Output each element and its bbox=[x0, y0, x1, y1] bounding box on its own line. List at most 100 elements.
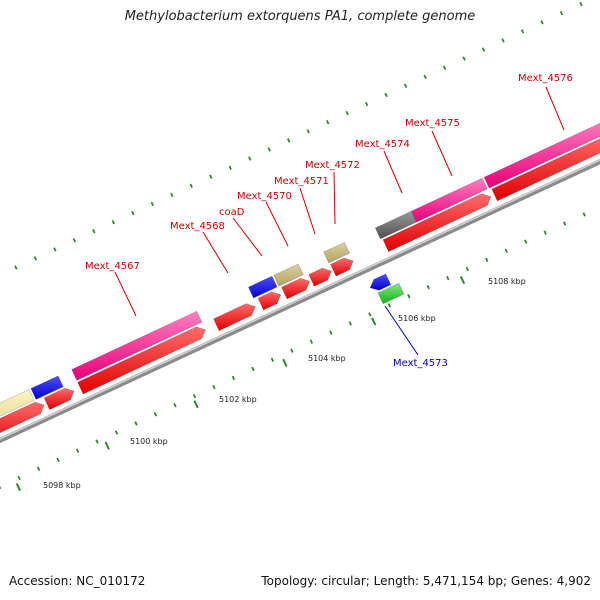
label-leader-line bbox=[545, 86, 565, 131]
scale-tick bbox=[465, 266, 469, 272]
cds-forward-mext-4576[interactable] bbox=[491, 134, 600, 202]
scale-tick bbox=[446, 275, 450, 281]
scale-tick bbox=[150, 201, 154, 207]
scale-tick bbox=[423, 74, 427, 79]
scale-tick bbox=[348, 321, 353, 326]
scale-label-5102: 5102 kbp bbox=[219, 395, 257, 404]
scale-tick bbox=[540, 20, 544, 25]
scale-tick bbox=[134, 421, 138, 426]
gene-feature-khaki-4570[interactable] bbox=[273, 263, 304, 287]
label-leader-line bbox=[383, 150, 403, 194]
scale-tick-major bbox=[193, 400, 199, 409]
map-title: Methylobacterium extorquens PA1, complet… bbox=[124, 9, 476, 24]
scale-tick bbox=[407, 294, 411, 299]
gene-feature-pale[interactable] bbox=[0, 389, 35, 433]
scale-tick bbox=[345, 110, 349, 116]
scale-label-5108: 5108 kbp bbox=[488, 277, 526, 286]
cds-reverse-mext-4573[interactable] bbox=[377, 282, 405, 305]
scale-tick bbox=[309, 339, 314, 344]
scale-tick bbox=[426, 284, 430, 290]
scale-tick bbox=[189, 183, 193, 188]
cds-forward-mext-4570[interactable] bbox=[281, 277, 311, 300]
scale-tick bbox=[111, 219, 115, 225]
cds-forward-mext-4574[interactable] bbox=[382, 193, 492, 252]
gene-label-mext-4575[interactable]: Mext_4575 bbox=[405, 118, 460, 129]
scale-label-5098: 5098 kbp bbox=[43, 481, 81, 490]
scale-tick bbox=[504, 248, 508, 253]
cds-forward-coad[interactable] bbox=[257, 291, 282, 311]
label-leader-line bbox=[202, 231, 229, 274]
scale-tick bbox=[481, 47, 486, 52]
scale-tick bbox=[173, 403, 177, 408]
gene-label-mext-4567[interactable]: Mext_4567 bbox=[85, 261, 140, 272]
scale-tick bbox=[387, 303, 391, 308]
scale-tick bbox=[442, 65, 447, 70]
scale-tick bbox=[267, 147, 271, 152]
scale-tick bbox=[326, 120, 330, 125]
gene-label-mext-4574[interactable]: Mext_4574 bbox=[355, 139, 410, 150]
scale-tick bbox=[231, 375, 236, 381]
label-leader-line bbox=[299, 187, 316, 235]
gene-feature-blue-coad[interactable] bbox=[248, 275, 278, 299]
scale-tick bbox=[290, 348, 294, 353]
cds-forward-mext-4572[interactable] bbox=[330, 257, 354, 277]
scale-tick bbox=[462, 56, 466, 61]
scale-tick bbox=[329, 330, 333, 335]
gene-label-mext-4576[interactable]: Mext_4576 bbox=[518, 73, 573, 84]
scale-tick bbox=[384, 92, 388, 98]
gene-feature-khaki-4572[interactable] bbox=[323, 241, 350, 264]
scale-tick-major bbox=[15, 483, 22, 492]
scale-ticks bbox=[0, 1, 586, 492]
accession-label: Accession: NC_010172 bbox=[9, 574, 146, 588]
gene-feature-pink-4576[interactable] bbox=[483, 118, 600, 189]
scale-tick bbox=[563, 221, 567, 226]
cds-forward-mext-4568[interactable] bbox=[213, 303, 256, 332]
scale-tick bbox=[485, 257, 489, 263]
label-leader-lines bbox=[114, 86, 565, 356]
scale-tick bbox=[192, 393, 197, 399]
gene-feature-pink-4575[interactable] bbox=[411, 177, 488, 223]
scale-tick bbox=[524, 239, 528, 244]
scale-tick-major bbox=[282, 358, 288, 367]
scale-tick bbox=[228, 165, 232, 170]
scale-tick bbox=[248, 156, 252, 161]
gene-label-mext-4571[interactable]: Mext_4571 bbox=[274, 176, 329, 187]
scale-tick bbox=[170, 192, 174, 198]
cds-forward[interactable] bbox=[43, 387, 75, 411]
gene-label-mext-4573[interactable]: Mext_4573 bbox=[393, 358, 448, 369]
scale-tick-major bbox=[459, 275, 466, 285]
scale-tick bbox=[403, 83, 408, 89]
cds-forward[interactable] bbox=[0, 401, 45, 447]
gene-feature-blue-4573[interactable] bbox=[369, 273, 392, 291]
scale-tick-major bbox=[104, 441, 110, 450]
label-leader-line bbox=[431, 130, 453, 177]
cds-forward-mext-4567[interactable] bbox=[77, 326, 206, 395]
scale-label-5100: 5100 kbp bbox=[130, 437, 168, 446]
scale-tick bbox=[53, 247, 57, 252]
scale-tick bbox=[520, 29, 525, 34]
label-leader-line bbox=[232, 217, 263, 257]
scale-tick bbox=[72, 238, 77, 243]
genome-backbone bbox=[0, 158, 600, 444]
gene-feature-blue[interactable] bbox=[30, 375, 64, 400]
cds-forward-mext-4571[interactable] bbox=[308, 267, 332, 287]
scale-tick bbox=[14, 265, 18, 270]
scale-tick-major bbox=[371, 317, 377, 326]
gene-label-mext-4570[interactable]: Mext_4570 bbox=[237, 191, 292, 202]
gene-label-mext-4572[interactable]: Mext_4572 bbox=[305, 160, 360, 171]
scale-tick bbox=[92, 229, 96, 234]
scale-tick bbox=[56, 457, 60, 462]
label-leader-line bbox=[333, 171, 336, 225]
scale-tick bbox=[501, 38, 505, 43]
gene-label-coad[interactable]: coaD bbox=[219, 207, 245, 218]
gene-features bbox=[0, 118, 600, 447]
scale-tick bbox=[270, 357, 275, 363]
label-leader-line bbox=[265, 201, 289, 247]
label-leader-line bbox=[114, 271, 137, 317]
scale-tick bbox=[131, 210, 135, 216]
gene-feature-pink[interactable] bbox=[71, 310, 203, 381]
scale-tick bbox=[95, 439, 99, 444]
scale-tick bbox=[75, 448, 80, 453]
gene-label-mext-4568[interactable]: Mext_4568 bbox=[170, 221, 225, 232]
